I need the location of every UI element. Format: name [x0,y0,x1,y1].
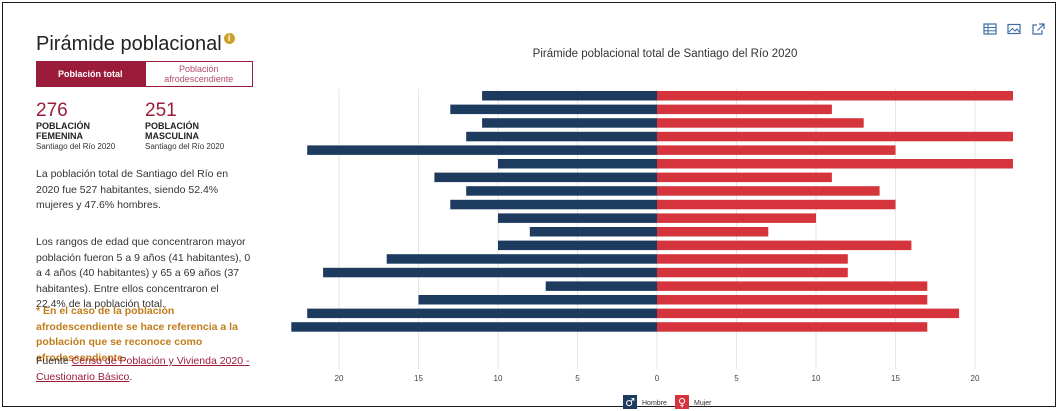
tab-poblacion-total[interactable]: Población total [36,61,145,87]
male-sub: Santiago del Río 2020 [145,142,225,151]
bar-hombre [386,254,657,264]
bar-mujer [657,91,1013,101]
source-prefix: Fuente [36,355,69,367]
info-icon[interactable]: i [223,33,235,44]
x-tick-label: 5 [575,374,580,383]
male-label: POBLACIÓN MASCULINA [145,121,199,141]
bar-hombre [466,131,657,142]
image-icon[interactable] [1007,23,1021,35]
chart-title: Pirámide poblacional total de Santiago d… [533,48,798,60]
x-tick-label: 20 [971,374,980,383]
x-tick-label: 20 [335,374,344,383]
x-tick-label: 10 [494,374,503,383]
page-title: Pirámide poblacional i [36,33,235,56]
bar-hombre [545,281,657,291]
bar-hombre [291,322,657,332]
bar-mujer [657,322,928,332]
population-pyramid-chart: Pirámide poblacional total de Santiago d… [291,48,1013,409]
summary-paragraph: La población total de Santiago del Río e… [36,168,229,211]
table-icon[interactable] [983,23,997,35]
legend-mujer-swatch [675,395,689,409]
bar-hombre [323,267,657,278]
bar-mujer [657,227,769,237]
x-tick-label: 10 [812,374,821,383]
bar-hombre [307,145,657,155]
ranges-paragraph: Los rangos de edad que concentraron mayo… [36,236,251,310]
female-sub: Santiago del Río 2020 [36,142,116,151]
stat-female: 276 POBLACIÓN FEMENINA Santiago del Río … [36,101,136,152]
x-tick-label: 5 [734,374,739,383]
source-line: Fuente Censo de Población y Vivienda 202… [36,354,251,385]
bar-hombre [482,118,657,128]
bar-hombre [498,240,657,251]
bar-hombre [529,227,657,237]
bar-mujer [657,308,960,319]
bar-hombre [418,295,657,305]
bar-mujer [657,104,832,115]
bar-mujer [657,295,928,305]
bar-mujer [657,131,1013,142]
female-label: POBLACIÓN FEMENINA [36,121,90,141]
male-count: 251 [145,100,177,121]
bar-mujer [657,159,1013,169]
stat-male: 251 POBLACIÓN MASCULINA Santiago del Río… [145,101,245,152]
x-tick-label: 0 [655,374,660,383]
source-link[interactable]: Censo de Población y Vivienda 2020 - Cue… [36,355,250,383]
bar-mujer [657,145,896,155]
male-symbol-icon: ♂ [625,396,635,409]
chart-toolbar [983,23,1045,35]
bar-hombre [466,186,657,196]
female-count: 276 [36,100,68,121]
bar-hombre [482,91,657,101]
title-text: Pirámide poblacional [36,33,222,55]
bar-hombre [450,104,657,115]
bar-hombre [498,213,657,223]
bar-mujer [657,240,912,251]
bar-hombre [307,308,657,319]
legend-mujer-label: Mujer [694,400,712,407]
tab-poblacion-afrodescendiente[interactable]: Población afrodescendiente [144,61,253,87]
bar-mujer [657,267,848,278]
bar-mujer [657,199,896,210]
bar-mujer [657,118,864,128]
legend-hombre-swatch [623,395,637,409]
female-symbol-icon: ♀ [678,396,686,409]
bar-hombre [498,159,657,169]
bar-hombre [450,199,657,210]
external-link-icon[interactable] [1031,23,1045,35]
x-tick-label: 15 [891,374,900,383]
population-tabs: Población total Población afrodescendien… [36,61,253,87]
source-suffix: . [129,370,133,383]
bar-mujer [657,186,880,196]
legend-hombre-label: Hombre [642,400,667,407]
x-tick-label: 15 [414,374,423,383]
bar-mujer [657,172,832,183]
bar-mujer [657,281,928,291]
bar-mujer [657,254,848,264]
bar-hombre [434,172,657,183]
bar-mujer [657,213,816,223]
afro-note: * En el caso de la población afrodescend… [36,305,238,364]
